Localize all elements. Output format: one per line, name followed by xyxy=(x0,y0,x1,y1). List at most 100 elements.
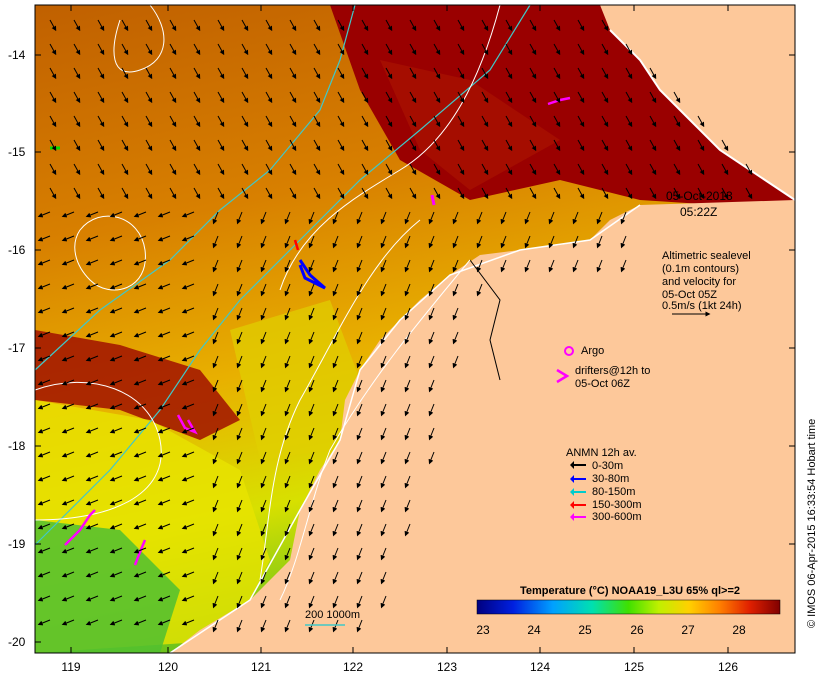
velocity-arrow xyxy=(625,163,633,176)
velocity-arrow xyxy=(61,523,75,530)
velocity-arrow xyxy=(649,91,657,104)
velocity-arrow xyxy=(133,595,147,602)
x-tick-123: 123 xyxy=(436,660,458,674)
velocity-arrow xyxy=(332,595,339,609)
velocity-arrow xyxy=(181,259,195,266)
velocity-arrow xyxy=(284,283,291,297)
velocity-arrow xyxy=(260,259,267,273)
velocity-arrow xyxy=(121,19,129,32)
velocity-arrow xyxy=(529,187,537,200)
velocity-arrow xyxy=(121,139,129,152)
velocity-arrow xyxy=(313,139,321,152)
velocity-arrow xyxy=(49,67,57,80)
drifters-label-2: 05-Oct 06Z xyxy=(575,378,631,390)
velocity-arrow xyxy=(236,475,243,489)
velocity-arrow xyxy=(181,355,195,362)
colorbar-tick-28: 28 xyxy=(732,623,746,637)
velocity-arrow xyxy=(428,307,435,321)
velocity-arrow xyxy=(433,187,441,200)
velocity-arrow xyxy=(109,451,123,458)
velocity-arrow xyxy=(121,187,129,200)
velocity-arrow xyxy=(260,427,267,441)
velocity-arrow xyxy=(212,595,219,609)
velocity-arrow xyxy=(109,523,123,530)
velocity-arrow xyxy=(356,427,363,441)
velocity-arrow xyxy=(169,139,177,152)
velocity-arrow xyxy=(85,571,99,578)
velocity-arrow xyxy=(332,523,339,537)
velocity-arrow xyxy=(212,283,219,297)
velocity-arrow xyxy=(721,187,729,200)
velocity-arrow xyxy=(457,19,465,32)
velocity-arrow xyxy=(133,499,147,506)
velocity-arrow xyxy=(620,259,627,273)
velocity-arrow xyxy=(157,259,171,266)
velocity-arrow xyxy=(404,211,411,225)
velocity-arrow xyxy=(553,43,561,56)
velocity-arrow xyxy=(212,571,219,585)
y-tick-14: -14 xyxy=(8,48,26,62)
velocity-arrow xyxy=(121,163,129,176)
velocity-arrow xyxy=(133,211,147,218)
velocity-arrow xyxy=(236,427,243,441)
velocity-arrow xyxy=(481,139,489,152)
velocity-arrow xyxy=(109,235,123,242)
velocity-arrow xyxy=(313,163,321,176)
velocity-arrow xyxy=(61,619,75,626)
velocity-arrow xyxy=(109,571,123,578)
velocity-arrow xyxy=(529,115,537,128)
velocity-arrow xyxy=(745,163,753,176)
velocity-arrow xyxy=(193,43,201,56)
velocity-arrow xyxy=(380,355,387,369)
velocity-arrow xyxy=(61,283,75,290)
velocity-arrow xyxy=(133,259,147,266)
velocity-arrow xyxy=(380,547,387,561)
velocity-arrow xyxy=(265,43,273,56)
velocity-arrow xyxy=(265,19,273,32)
velocity-arrow xyxy=(356,379,363,393)
velocity-arrow xyxy=(313,187,321,200)
velocity-arrow xyxy=(553,19,561,32)
velocity-arrow xyxy=(212,427,219,441)
velocity-arrow xyxy=(37,355,51,362)
velocity-arrow xyxy=(85,211,99,218)
velocity-arrow xyxy=(61,595,75,602)
velocity-arrow xyxy=(649,163,657,176)
velocity-vectors xyxy=(37,19,753,633)
velocity-arrow xyxy=(481,19,489,32)
velocity-arrow xyxy=(409,91,417,104)
velocity-arrow xyxy=(37,379,51,386)
velocity-arrow xyxy=(481,43,489,56)
velocity-arrow xyxy=(337,139,345,152)
velocity-arrow xyxy=(61,307,75,314)
velocity-arrow xyxy=(332,403,339,417)
velocity-arrow xyxy=(37,307,51,314)
velocity-arrow xyxy=(721,139,729,152)
velocity-arrow xyxy=(212,259,219,273)
velocity-arrow xyxy=(97,43,105,56)
velocity-arrow xyxy=(260,523,267,537)
velocity-arrow xyxy=(169,163,177,176)
velocity-arrow xyxy=(212,331,219,345)
velocity-arrow xyxy=(109,403,123,410)
velocity-arrow xyxy=(121,115,129,128)
velocity-arrow xyxy=(529,19,537,32)
velocity-arrow xyxy=(284,331,291,345)
velocity-arrow xyxy=(404,475,411,489)
sealevel-note-2: (0.1m contours) xyxy=(662,263,740,275)
velocity-arrow xyxy=(481,115,489,128)
velocity-arrow xyxy=(49,115,57,128)
velocity-arrow xyxy=(284,619,291,633)
velocity-arrow xyxy=(380,211,387,225)
velocity-arrow xyxy=(236,451,243,465)
velocity-arrow xyxy=(505,91,513,104)
velocity-arrow xyxy=(332,307,339,321)
velocity-arrow xyxy=(625,187,633,200)
velocity-arrow xyxy=(85,259,99,266)
velocity-arrow xyxy=(37,403,51,410)
velocity-arrow xyxy=(356,235,363,249)
velocity-arrow xyxy=(356,283,363,297)
velocity-arrow xyxy=(452,211,459,225)
velocity-arrow xyxy=(404,235,411,249)
